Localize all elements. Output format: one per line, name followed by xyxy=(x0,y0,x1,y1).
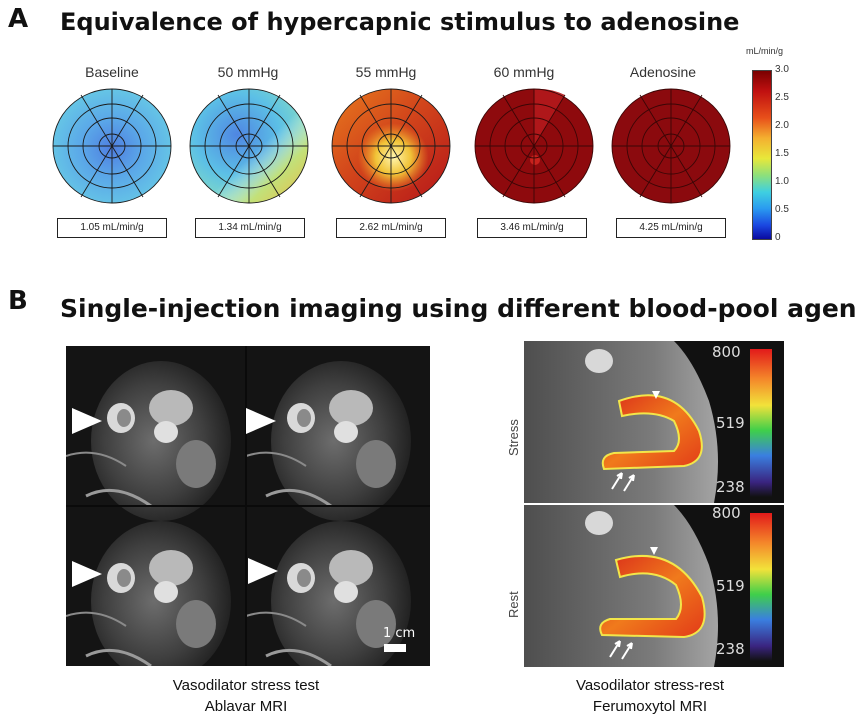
colorbar-gradient xyxy=(752,70,772,240)
rest-bar-tick-519: 519 xyxy=(716,577,745,595)
left-caption-line2: Ablavar MRI xyxy=(204,698,288,715)
arrowhead-icon xyxy=(246,408,276,434)
bullseye-map-60mmhg xyxy=(474,88,594,204)
bullseye-map-50mmhg xyxy=(189,88,309,204)
ferumoxytol-rest-image xyxy=(524,505,784,667)
map-label-55mmhg: 55 mmHg xyxy=(355,64,417,80)
right-caption: Vasodilator stress-rest Ferumoxytol MRI xyxy=(510,675,790,717)
panel-a-letter: A xyxy=(8,4,29,34)
bullseye-map-55mmhg xyxy=(331,88,451,204)
panel-a-title: Equivalence of hypercapnic stimulus to a… xyxy=(60,8,740,36)
map-label-baseline: Baseline xyxy=(85,64,139,80)
map-value-55mmhg: 2.62 mL/min/g xyxy=(336,218,446,238)
arrowhead-icon xyxy=(248,558,278,584)
map-value-60mmhg: 3.46 mL/min/g xyxy=(477,218,587,238)
colorbar-tick-3-0: 3.0 xyxy=(775,64,789,75)
colorbar-tick-2-0: 2.0 xyxy=(775,120,789,131)
colorbar-tick-0: 0 xyxy=(775,232,781,243)
map-value-50mmhg: 1.34 mL/min/g xyxy=(195,218,305,238)
arrowhead-icon xyxy=(72,408,102,434)
bullseye-map-adenosine xyxy=(611,88,731,204)
ferumoxytol-stress-image xyxy=(524,341,784,503)
rest-bar-tick-800: 800 xyxy=(712,504,741,522)
panel-b-title: Single-injection imaging using different… xyxy=(60,294,855,323)
colorbar-tick-1-0: 1.0 xyxy=(775,176,789,187)
left-caption-line1: Vasodilator stress test xyxy=(172,677,320,694)
map-label-50mmhg: 50 mmHg xyxy=(217,64,279,80)
colorbar-tick-1-5: 1.5 xyxy=(775,148,789,159)
colorbar-tick-0-5: 0.5 xyxy=(775,204,789,215)
rest-bar-tick-238: 238 xyxy=(716,640,745,658)
map-value-baseline: 1.05 mL/min/g xyxy=(57,218,167,238)
stress-bar-tick-519: 519 xyxy=(716,414,745,432)
left-caption: Vasodilator stress test Ablavar MRI xyxy=(96,675,396,717)
colorbar-unit: mL/min/g xyxy=(746,46,784,56)
right-caption-line2: Ferumoxytol MRI xyxy=(592,698,708,715)
arrowhead-icon xyxy=(72,561,102,587)
panel-b-letter: B xyxy=(8,286,28,316)
row-label-stress: Stress xyxy=(506,419,521,456)
map-value-adenosine: 4.25 mL/min/g xyxy=(616,218,726,238)
map-label-adenosine: Adenosine xyxy=(629,64,697,80)
map-label-60mmhg: 60 mmHg xyxy=(493,64,555,80)
stress-bar-tick-238: 238 xyxy=(716,478,745,496)
row-label-rest: Rest xyxy=(506,591,521,618)
ablavar-arrowheads xyxy=(72,408,278,587)
ablavar-mri-image xyxy=(66,346,430,666)
colorbar-tick-2-5: 2.5 xyxy=(775,92,789,103)
bullseye-map-baseline xyxy=(52,88,172,204)
right-caption-line1: Vasodilator stress-rest xyxy=(575,677,725,694)
stress-bar-tick-800: 800 xyxy=(712,343,741,361)
scale-bar-label: 1 cm xyxy=(383,626,416,641)
